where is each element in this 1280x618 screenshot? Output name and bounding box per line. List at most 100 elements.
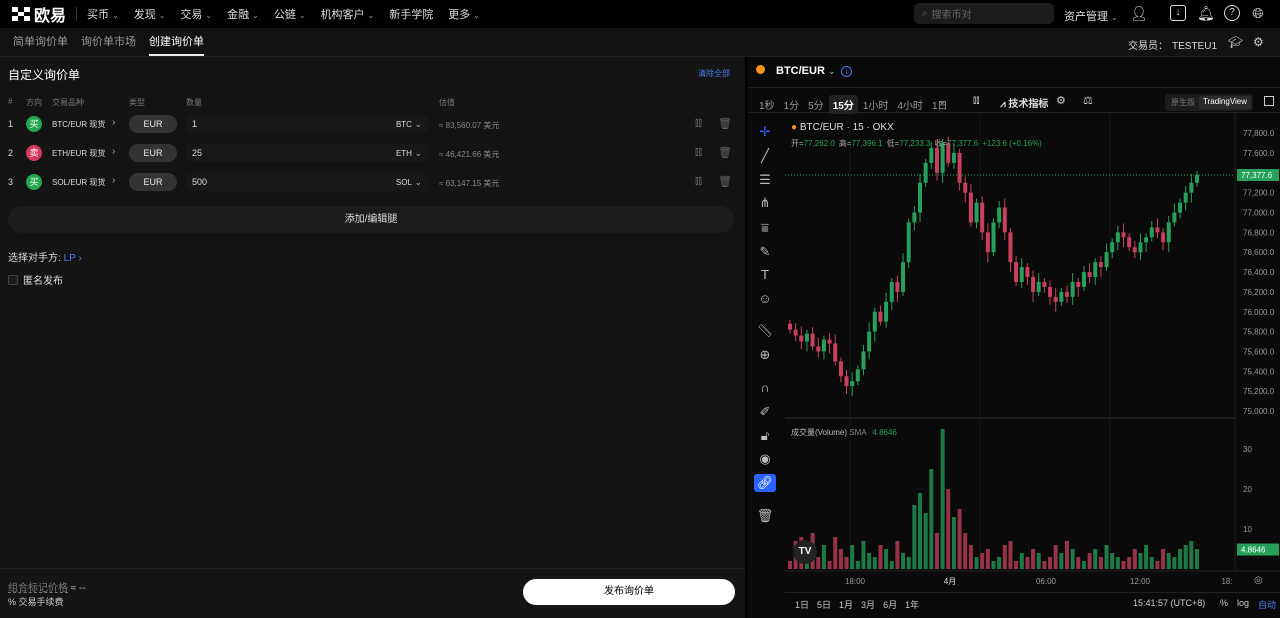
type-pill[interactable]: EUR xyxy=(129,144,177,162)
zoom-in-icon[interactable]: ⊕ xyxy=(759,347,771,362)
nav-item-0[interactable]: 买币 ⌄ xyxy=(87,9,119,21)
assets-menu[interactable]: 资产管理 ⌄ xyxy=(1064,11,1118,23)
type-pill[interactable]: EUR xyxy=(129,115,177,133)
nav-item-6[interactable]: 新手学院 xyxy=(389,9,434,21)
side-badge[interactable]: 卖 xyxy=(26,145,42,161)
lock-icon[interactable]: 🔓︎ xyxy=(760,428,770,443)
globe-icon[interactable]: 🌐︎ xyxy=(1252,5,1264,21)
nav-item-7[interactable]: 更多 ⌄ xyxy=(448,9,480,21)
search-input[interactable]: ⌕ 搜索币对 xyxy=(914,3,1054,24)
range-5[interactable]: 1年 xyxy=(905,600,920,610)
chevron-right-icon[interactable]: › xyxy=(112,146,116,157)
log-scale-toggle[interactable]: log xyxy=(1237,598,1250,608)
indicators-button[interactable]: ⩘ 技术指标 xyxy=(1000,99,1049,110)
auto-scale-toggle[interactable]: 自动 xyxy=(1258,600,1277,610)
view-tradingview[interactable]: TradingView xyxy=(1199,96,1252,109)
nav-item-1[interactable]: 发现 ⌄ xyxy=(133,9,166,21)
timeframe-5[interactable]: 4小时 xyxy=(897,101,923,112)
timeframe-3[interactable]: 15分 xyxy=(828,95,858,114)
bell-icon[interactable]: 🔔︎ xyxy=(1197,5,1215,21)
fee-row[interactable]: % 交易手续费 xyxy=(8,597,64,607)
download-icon[interactable]: ↓ xyxy=(1170,5,1186,21)
eye-icon[interactable]: ◉ xyxy=(759,451,771,466)
range-3[interactable]: 3月 xyxy=(861,600,876,610)
side-badge[interactable]: 买 xyxy=(26,116,42,132)
pitchfork-icon[interactable]: ⋔ xyxy=(759,195,771,210)
instrument[interactable]: ETH/EUR 现货 xyxy=(52,149,106,158)
anonymous-checkbox[interactable]: 匿名发布 xyxy=(8,272,63,287)
price-tick: 75,800.0 xyxy=(1243,328,1275,337)
volume-bar xyxy=(816,557,821,569)
chevron-down-icon: ⌄ xyxy=(414,118,422,129)
nav-item-3[interactable]: 金融 ⌄ xyxy=(227,9,259,21)
timeframe-2[interactable]: 5分 xyxy=(808,101,824,112)
trash-icon[interactable]: 🗑︎ xyxy=(756,508,774,523)
chart-settings-gear-icon[interactable]: ⚙ xyxy=(1056,95,1066,107)
percent-scale-toggle[interactable]: % xyxy=(1220,598,1229,608)
nav-item-5[interactable]: 机构客户 ⌄ xyxy=(320,9,375,21)
range-1[interactable]: 5日 xyxy=(817,600,832,610)
gear-icon[interactable]: ⚙ xyxy=(1253,35,1264,49)
type-pill[interactable]: EUR xyxy=(129,173,177,191)
candlestick-icon[interactable]: ⫾⫾ xyxy=(695,117,703,129)
chevron-right-icon[interactable]: › xyxy=(112,175,116,186)
timeframe-6[interactable]: 1日 xyxy=(931,101,948,112)
tab-0[interactable]: 简单询价单 xyxy=(13,35,68,48)
side-badge[interactable]: 买 xyxy=(26,174,42,190)
volume-bar xyxy=(1070,549,1075,569)
nav-item-4[interactable]: 公链 ⌄ xyxy=(273,9,306,21)
checkbox-box[interactable] xyxy=(8,274,18,285)
ruler-icon[interactable]: 📏︎ xyxy=(756,323,774,338)
price-chart[interactable]: 77,800.0 77,600.0 77,200.0 77,000.0 76,800.0… xyxy=(780,113,1280,593)
brush-icon[interactable]: ✎ xyxy=(759,244,771,259)
trend-line-icon[interactable]: ╱ xyxy=(761,148,769,163)
tab-1[interactable]: 询价单市场 xyxy=(81,35,136,48)
add-edit-legs-button[interactable]: 添加/编辑腿 xyxy=(8,206,734,233)
tf-dropdown-chevron-icon[interactable]: ⌄ xyxy=(938,96,947,107)
instrument[interactable]: BTC/EUR 现货 xyxy=(52,120,106,129)
counterparty-link[interactable]: LP xyxy=(63,253,76,264)
graduation-cap-icon[interactable]: 🎓︎ xyxy=(1228,35,1244,49)
candlestick-icon[interactable]: ⫾⫾ xyxy=(695,175,703,187)
instrument[interactable]: SOL/EUR 现货 xyxy=(52,178,106,187)
parallel-lines-icon[interactable]: ☰ xyxy=(759,172,771,187)
logo[interactable]: 欧易 xyxy=(12,2,66,26)
scale-icon[interactable]: ⚖ xyxy=(1083,95,1093,107)
view-native[interactable]: 原生版 xyxy=(1171,98,1195,107)
trash-icon[interactable]: 🗑︎ xyxy=(718,176,732,188)
user-icon[interactable]: 👤︎ xyxy=(1130,5,1148,21)
clear-all-link[interactable]: 清除全部 xyxy=(698,69,730,78)
magnet-icon[interactable]: ∩ xyxy=(760,380,770,395)
fullscreen-icon[interactable] xyxy=(1264,96,1274,106)
pencil-lock-icon[interactable]: ✐ xyxy=(759,404,771,419)
chevron-right-icon[interactable]: › xyxy=(112,117,116,128)
quantity-input[interactable]: 500 SOL ⌄ xyxy=(186,173,428,191)
crosshair-icon[interactable]: ✛ xyxy=(759,124,771,139)
volume-bar xyxy=(1059,553,1064,569)
range-0[interactable]: 1日 xyxy=(795,600,810,610)
time-axis-settings-icon[interactable]: ◎ xyxy=(1254,575,1263,586)
symbol-selector[interactable]: BTC/EUR ⌄ xyxy=(776,65,836,77)
fib-icon[interactable]: ⩸ xyxy=(761,220,769,235)
link-icon[interactable]: 🔗︎ xyxy=(754,474,776,492)
text-icon[interactable]: T xyxy=(761,267,769,282)
trash-icon[interactable]: 🗑︎ xyxy=(718,118,732,130)
timeframe-4[interactable]: 1小时 xyxy=(862,101,889,112)
quantity-input[interactable]: 25 ETH ⌄ xyxy=(186,144,428,162)
timeframe-1[interactable]: 1分 xyxy=(783,101,800,112)
timeframe-0[interactable]: 1秒 xyxy=(759,101,775,112)
emoji-icon[interactable]: ☺ xyxy=(758,291,772,306)
info-icon[interactable]: i xyxy=(841,66,852,77)
publish-rfq-button[interactable]: 发布询价单 xyxy=(523,579,735,605)
tab-2[interactable]: 创建询价单 xyxy=(149,28,204,57)
candlestick-icon[interactable]: ⫾⫾ xyxy=(695,146,703,158)
tradingview-logo[interactable]: TV xyxy=(793,540,817,564)
trash-icon[interactable]: 🗑︎ xyxy=(718,147,732,159)
nav-item-2[interactable]: 交易 ⌄ xyxy=(180,9,213,21)
candle-type-icon[interactable]: ⫾⫾ xyxy=(973,95,980,106)
range-4[interactable]: 6月 xyxy=(883,600,898,610)
help-icon[interactable]: ? xyxy=(1224,5,1240,21)
quantity-input[interactable]: 1 BTC ⌄ xyxy=(186,115,428,133)
range-2[interactable]: 1月 xyxy=(839,600,854,610)
volume-bar xyxy=(1042,561,1047,569)
